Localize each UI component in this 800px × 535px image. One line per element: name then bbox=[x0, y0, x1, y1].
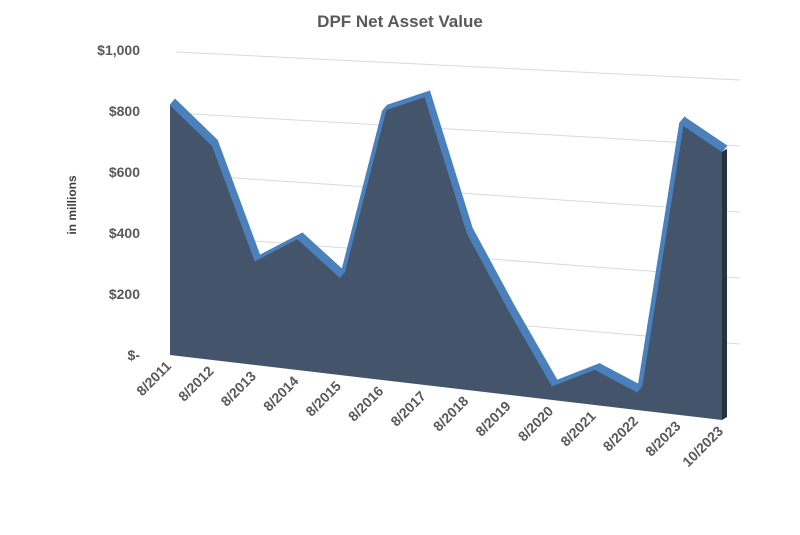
y-axis-label: in millions bbox=[65, 175, 79, 235]
x-tick-label: 8/2018 bbox=[430, 393, 472, 435]
area-series bbox=[169, 90, 728, 421]
y-tick-label: $400 bbox=[109, 225, 140, 241]
x-tick-label: 8/2011 bbox=[133, 358, 174, 399]
area-top-segment bbox=[679, 116, 728, 153]
gridline bbox=[175, 51, 741, 81]
x-tick-label: 10/2023 bbox=[679, 423, 726, 470]
x-tick-label: 8/2023 bbox=[642, 418, 684, 460]
x-tick-label: 8/2014 bbox=[260, 373, 302, 415]
x-tick-label: 8/2015 bbox=[302, 378, 344, 420]
area-front-face bbox=[170, 96, 722, 421]
x-tick-label: 8/2013 bbox=[217, 368, 259, 410]
x-tick-label: 8/2020 bbox=[515, 403, 557, 445]
x-tick-label: 8/2022 bbox=[600, 413, 642, 455]
chart-title: DPF Net Asset Value bbox=[317, 12, 483, 31]
area-side-face bbox=[722, 148, 727, 420]
y-tick-label: $1,000 bbox=[97, 42, 140, 58]
y-tick-label: $800 bbox=[109, 103, 140, 119]
y-tick-label: $600 bbox=[109, 164, 140, 180]
y-tick-label: $200 bbox=[109, 286, 140, 302]
x-tick-label: 8/2021 bbox=[557, 408, 599, 450]
x-tick-label: 8/2017 bbox=[387, 388, 429, 430]
gridline bbox=[175, 112, 741, 147]
y-axis-ticks: $- $200 $400 $600 $800 $1,000 bbox=[97, 42, 140, 363]
y-tick-label: $- bbox=[128, 347, 141, 363]
x-tick-label: 8/2019 bbox=[472, 398, 514, 440]
x-tick-label: 8/2012 bbox=[175, 363, 217, 405]
x-tick-label: 8/2016 bbox=[345, 383, 387, 425]
